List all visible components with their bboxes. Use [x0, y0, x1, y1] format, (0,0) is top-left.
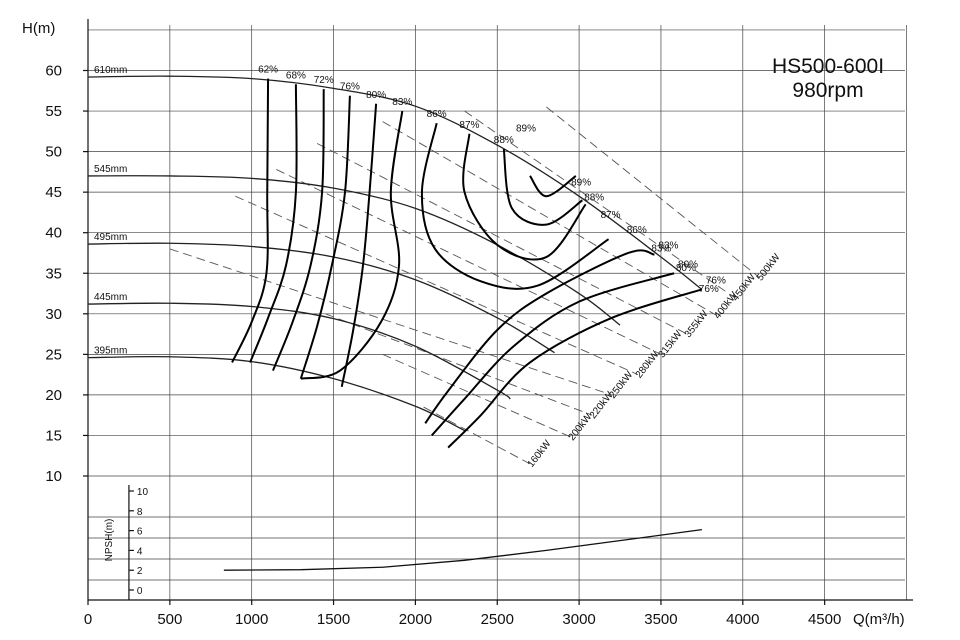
efficiency-curve [249, 84, 298, 363]
chart-title: HS500-600I [772, 55, 884, 78]
y-tick-label: 35 [45, 265, 62, 282]
efficiency-label: 76% [706, 275, 726, 286]
efficiency-label: 80% [366, 90, 386, 101]
x-tick-label: 1500 [317, 611, 350, 628]
head-curve [87, 75, 703, 290]
efficiency-label: 72% [314, 75, 334, 86]
power-line [382, 353, 572, 438]
x-tick-label: 2000 [399, 611, 432, 628]
y-tick-label: 10 [45, 468, 62, 485]
power-line [382, 121, 717, 316]
grid-lines [88, 25, 907, 600]
power-line [316, 143, 688, 335]
y-tick-label: 15 [45, 427, 62, 444]
power-line [235, 195, 639, 376]
power-line [546, 106, 760, 278]
efficiency-label: 86% [627, 225, 647, 236]
efficiency-curve [231, 78, 270, 363]
head-curve [87, 302, 511, 400]
efficiency-label: 83% [651, 243, 671, 254]
power-line [423, 406, 531, 465]
efficiency-label: 88% [494, 135, 514, 146]
efficiency-curve [447, 288, 703, 449]
efficiency-curve [340, 103, 378, 387]
efficiency-curve [299, 95, 351, 379]
efficiency-label: 83% [658, 241, 678, 252]
efficiency-curve [424, 249, 655, 424]
efficiency-label: 76% [699, 284, 719, 295]
impeller-diameter-label: 445mm [94, 292, 127, 303]
power-line [169, 248, 612, 396]
npsh-tick-label: 2 [137, 566, 143, 577]
efficiency-curve [462, 133, 587, 261]
y-tick-label: 20 [45, 387, 62, 404]
y-tick-label: 40 [45, 225, 62, 242]
head-curve [87, 175, 621, 326]
efficiency-label: 80% [676, 263, 696, 274]
y-tick-label: 55 [45, 103, 62, 120]
x-tick-label: 2500 [481, 611, 514, 628]
chart-subtitle: 980rpm [792, 79, 863, 102]
y-tick-label: 60 [45, 63, 62, 80]
efficiency-label: 87% [601, 210, 621, 221]
efficiency-label: 88% [584, 192, 604, 203]
impeller-diameter-label: 545mm [94, 164, 127, 175]
x-tick-label: 1000 [235, 611, 268, 628]
power-line-label: 250kW [607, 369, 635, 401]
head-curve [87, 355, 465, 432]
x-tick-label: 3000 [562, 611, 595, 628]
x-tick-label: 4000 [726, 611, 759, 628]
efficiency-label: 89% [571, 178, 591, 189]
efficiency-label: 89% [516, 123, 536, 134]
npsh-tick-label: 6 [137, 527, 143, 538]
power-line-label: 160kW [526, 438, 554, 470]
head-curves: 610mm 545mm 495mm 445mm 395mm [87, 65, 703, 432]
impeller-diameter-label: 610mm [94, 65, 127, 76]
x-tick-label: 0 [84, 611, 92, 628]
y-axis-label: H(m) [22, 20, 55, 37]
power-line-label: 355kW [683, 308, 711, 340]
npsh-tick-label: 10 [137, 487, 149, 498]
x-tick-label: 4500 [808, 611, 841, 628]
npsh-tick-label: 4 [137, 546, 143, 557]
x-tick-label: 500 [157, 611, 182, 628]
efficiency-label: 87% [459, 120, 479, 131]
y-tick-label: 25 [45, 346, 62, 363]
impeller-diameter-label: 395mm [94, 346, 127, 357]
efficiency-label: 62% [258, 65, 278, 76]
x-tick-label: 3500 [644, 611, 677, 628]
x-axis-label: Q(m³/h) [853, 611, 905, 628]
efficiency-curves: 62%68% 72%76%80%83%86%87%88%89%83%80%76%8… [231, 65, 726, 449]
y-tick-label: 30 [45, 306, 62, 323]
efficiency-label: 80% [678, 259, 698, 270]
efficiency-label: 68% [286, 70, 306, 81]
npsh-tick-label: 0 [137, 586, 143, 597]
power-line-label: 500kW [755, 251, 783, 283]
impeller-diameter-label: 495mm [94, 232, 127, 243]
efficiency-label: 86% [427, 109, 447, 120]
head-curve [87, 242, 555, 354]
efficiency-curve [529, 175, 577, 198]
efficiency-curve [502, 149, 583, 226]
power-line [325, 313, 593, 416]
npsh-tick-label: 8 [137, 507, 143, 518]
efficiency-label: 83% [392, 97, 412, 108]
npsh-curve [223, 528, 702, 571]
efficiency-curve [272, 89, 325, 371]
power-lines: 160kW200kW220kW250kW280kW315kW355kW400kW… [169, 106, 783, 470]
efficiency-curve [420, 123, 610, 290]
y-tick-label: 45 [45, 184, 62, 201]
power-line [464, 110, 735, 298]
y-tick-label: 50 [45, 144, 62, 161]
efficiency-curve [300, 110, 404, 380]
efficiency-curve [431, 272, 675, 437]
npsh-panel: 0 2 4 6 8 10 NPSH(m) [104, 485, 702, 600]
efficiency-label: 76% [340, 82, 360, 93]
npsh-axis-label: NPSH(m) [104, 519, 115, 562]
